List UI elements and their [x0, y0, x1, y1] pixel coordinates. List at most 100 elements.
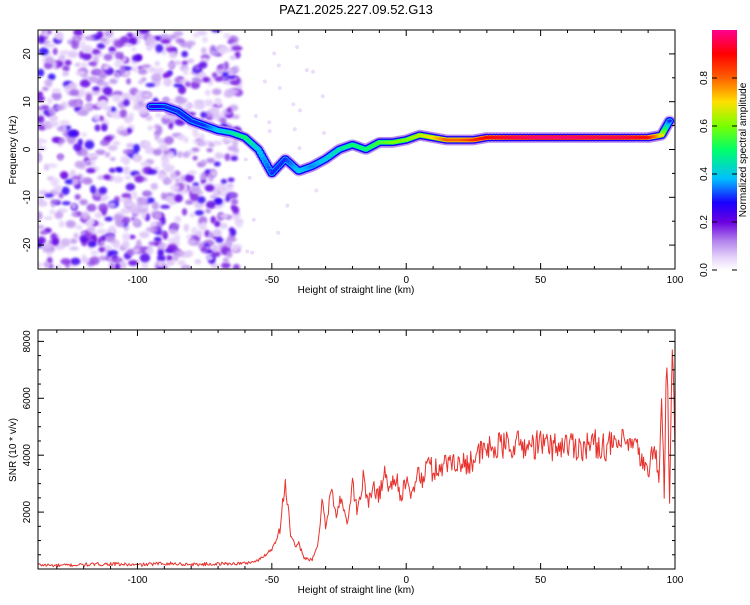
spectrogram-noise-blob: [129, 95, 136, 101]
ridge-core: [484, 136, 490, 140]
snr-frame: [37, 329, 676, 570]
spectrogram-noise-blob: [120, 260, 127, 269]
spectrogram-noise-blob: [160, 217, 166, 225]
spectrogram-noise-blob: [228, 192, 239, 199]
spectrogram-noise: [38, 30, 326, 269]
spectrogram-noise-blob: [43, 40, 51, 45]
spectrogram-noise-blob: [209, 106, 217, 115]
spectrogram-noise-blob: [59, 171, 69, 179]
spectrogram-noise-blob: [113, 214, 123, 222]
spectrogram-noise-blob: [110, 156, 116, 162]
spectrogram-noise-blob: [148, 66, 157, 73]
spectrogram-noise-blob: [62, 71, 69, 77]
spectrogram-noise-blob: [222, 257, 229, 264]
spectrogram-noise-blob: [102, 64, 110, 71]
ridge-core: [501, 136, 507, 140]
spectrogram-noise-blob: [209, 194, 219, 199]
ridge-core: [591, 136, 597, 140]
spectrogram-noise-blob: [108, 46, 116, 53]
spectrogram-noise-blob: [38, 95, 45, 102]
spectrogram-noise-blob: [84, 35, 96, 41]
spectrogram-noise-blob: [128, 234, 136, 240]
ridge-core: [639, 136, 644, 140]
spectrogram-noise-blob: [214, 197, 223, 206]
spectrogram-noise-blob: [163, 78, 173, 87]
spectrogram-noise-blob: [75, 70, 87, 77]
spectrogram-noise-blob: [81, 132, 88, 138]
spectrogram-noise-blob: [220, 118, 227, 126]
spectrogram-noise-blob: [122, 232, 131, 242]
spectrogram-noise-blob: [205, 200, 217, 209]
ridge-core: [575, 136, 580, 140]
spectrogram-noise-blob: [153, 212, 162, 220]
spectrogram-noise-blob: [41, 243, 52, 248]
spectrogram-noise-blob: [54, 264, 62, 269]
spectrogram-noise-blob: [38, 138, 44, 144]
spectrogram-noise-blob: [69, 238, 78, 244]
spectrogram-noise-blob: [174, 215, 182, 223]
spectrogram-noise-blob: [119, 129, 128, 136]
spectrogram-noise-blob: [182, 265, 189, 269]
spectrogram-noise-blob: [70, 169, 76, 177]
colorbar-tick-label: 0.4: [699, 167, 710, 181]
spectrogram-noise-blob: [67, 129, 79, 138]
spectrogram-noise-blob: [87, 76, 99, 83]
spectrogram-noise-blob: [194, 209, 204, 216]
spectrogram-noise-blob: [141, 77, 147, 82]
spectrogram-noise-blob: [168, 49, 178, 59]
spectrogram-noise-blob: [154, 60, 160, 67]
spectrogram-noise-blob: [104, 216, 113, 222]
spectrogram-noise-blob: [99, 99, 108, 108]
ridge-core: [261, 156, 266, 160]
spectrogram-noise-blob: [196, 230, 203, 238]
spectrogram-x-tick-label: 100: [667, 275, 684, 286]
spectrogram-y-tick-label: 20: [22, 48, 33, 60]
spectrogram-noise-blob: [85, 93, 93, 103]
snr-y-tick-label: 4000: [22, 444, 33, 467]
spectrogram-noise-blob: [71, 40, 79, 49]
spectrogram-y-tick-label: 10: [22, 96, 33, 108]
ridge-core: [615, 136, 621, 140]
spectrogram-noise-blob: [116, 167, 123, 173]
spectrogram-noise-blob: [112, 257, 124, 264]
spectrogram-noise-blob: [186, 43, 192, 50]
spectrogram-noise-blob: [204, 184, 215, 192]
spectrogram-noise-blob: [177, 260, 186, 266]
spectrogram-noise-blob: [163, 114, 171, 120]
spectrogram-noise-blob: [108, 167, 116, 173]
spectrogram-noise-blob: [297, 146, 302, 151]
spectrogram-noise-blob: [61, 201, 71, 206]
ridge-core: [628, 136, 634, 140]
ridge-core: [504, 136, 510, 140]
spectrogram-noise-blob: [142, 190, 152, 197]
ridge-core: [625, 136, 631, 140]
ridge-core: [259, 153, 265, 157]
snr-x-tick-label: -100: [127, 575, 147, 586]
spectrogram-noise-blob: [226, 67, 236, 76]
snr-x-tick-label: 100: [667, 575, 684, 586]
spectrogram-noise-blob: [97, 175, 105, 180]
spectrogram-noise-blob: [64, 85, 71, 93]
snr-panel: -100 -50 0 50 100 2000 4000 6000 8000 Height of …: [8, 329, 684, 596]
spectrogram-noise-blob: [200, 47, 207, 54]
spectrogram-noise-blob: [84, 140, 95, 150]
spectrogram-noise-blob: [103, 30, 114, 38]
spectrogram-noise-blob: [107, 144, 118, 152]
spectrogram-noise-blob: [292, 127, 297, 132]
spectrogram-noise-blob: [126, 142, 135, 149]
spectrogram-noise-blob: [88, 241, 97, 248]
spectrogram-noise-blob: [202, 36, 208, 43]
spectrogram-noise-blob: [213, 161, 221, 167]
spectrogram-noise-blob: [103, 245, 112, 250]
spectrogram-noise-blob: [107, 249, 119, 256]
spectrogram-noise-blob: [46, 163, 58, 169]
colorbar-tick-label: 0.8: [699, 71, 710, 85]
spectrogram-noise-blob: [169, 172, 177, 180]
spectrogram-noise-blob: [112, 94, 122, 103]
spectrogram-noise-blob: [153, 81, 161, 86]
spectrogram-noise-blob: [188, 170, 197, 176]
spectrogram-noise-blob: [79, 234, 88, 243]
spectrogram-noise-blob: [51, 237, 60, 246]
spectrogram-noise-blob: [215, 153, 226, 158]
spectrogram-noise-blob: [38, 153, 42, 162]
